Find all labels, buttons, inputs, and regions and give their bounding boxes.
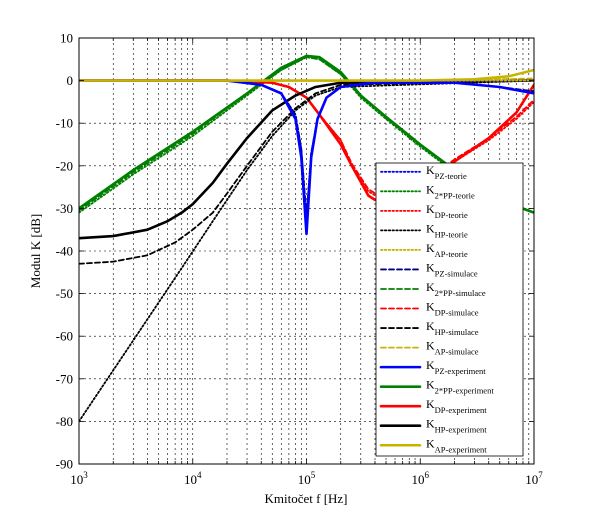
y-tick-label: -50 [56,286,73,301]
x-tick-label: 105 [298,470,316,487]
x-tick-label: 106 [412,470,430,487]
x-tick-label: 107 [525,470,543,487]
legend-entry-label: KAP-simulace [426,339,479,357]
legend-entry-label: K2*PP-experiment [426,378,494,396]
axis-ticks [79,38,534,464]
y-axis-label: Modul K [dB] [28,214,43,288]
legend-entry-label: KAP-teorie [426,241,468,259]
legend-entry-label: KHP-teorie [426,221,468,239]
legend-entry-label: KHP-simulace [426,319,479,337]
y-tick-label: 10 [60,31,73,46]
series-line-k-hp-teorie [79,79,534,423]
y-tick-label: -40 [56,244,73,259]
legend-entry-label: KHP-experiment [426,417,487,435]
series-line-k-hp-simulace [79,79,534,265]
legend-entry-label: KPZ-simulace [426,260,478,278]
x-tick-label: 103 [70,470,88,487]
legend-entry-label: K2*PP-simulace [426,280,486,298]
y-tick-labels: 10 0 -10 -20 -30 -40 -50 -60 -70 -80 -90 [56,31,73,472]
series-line-k-ap-experiment [79,68,534,82]
y-tick-label: -70 [56,371,73,386]
series-line-k-hp-experiment [79,79,534,240]
legend-entry-label: KDP-experiment [426,397,487,415]
series-line-k-pz-experiment [79,79,534,236]
x-axis-label: Kmitočet f [Hz] [264,491,347,506]
y-tick-label: -90 [56,457,73,472]
y-tick-label: -80 [56,414,73,429]
x-tick-label: 104 [184,470,202,487]
legend-entry-label: KDP-teorie [426,202,468,220]
y-tick-label: 0 [67,73,74,88]
legend-entry-label: KPZ-experiment [426,358,486,376]
legend-entry-label: KDP-simulace [426,300,479,318]
series-line-k-dp-experiment [79,79,534,204]
legend-entry-label: KPZ-teorie [426,163,467,181]
legend-entry-label: KAP-experiment [426,436,487,454]
y-tick-label: -30 [56,201,73,216]
y-tick-label: -10 [56,116,73,131]
y-tick-label: -20 [56,158,73,173]
y-tick-label: -60 [56,329,73,344]
x-tick-labels: 103 104 105 106 107 [70,470,543,487]
legend-entry-label: K2*PP-teorie [426,182,475,200]
